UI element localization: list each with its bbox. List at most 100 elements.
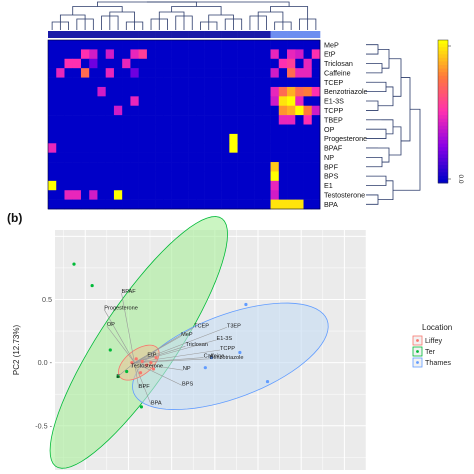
dendrogram-branch [401, 77, 411, 142]
heatmap-cell [64, 171, 74, 182]
heatmap-cell [237, 180, 247, 191]
heatmap-cell [163, 133, 172, 144]
heatmap-cell [311, 162, 321, 172]
heatmap-cell [188, 199, 197, 210]
column-group-cell [303, 31, 313, 38]
dendrogram-branch [378, 48, 390, 69]
heatmap-cell [303, 180, 313, 191]
heatmap-cell [221, 133, 230, 144]
heatmap-cell [138, 143, 148, 153]
heatmap-cell [64, 96, 74, 107]
heatmap-cell [303, 68, 313, 78]
heatmap-cell [163, 190, 172, 200]
loading-label: BPF [139, 384, 150, 390]
y-tick-label: -0.5 - [35, 421, 52, 430]
point-liffey [130, 361, 134, 365]
column-group-bar [48, 31, 321, 38]
legend-title: Location [422, 323, 452, 332]
heatmap-cell [146, 68, 156, 78]
heatmap-cell [80, 152, 90, 163]
heatmap-cell [295, 143, 304, 153]
heatmap-cell [212, 199, 222, 210]
heatmap-cell [254, 190, 263, 200]
heatmap-cell [229, 115, 238, 125]
heatmap-cell [48, 162, 57, 172]
heatmap-cell [262, 171, 271, 182]
heatmap-cell [56, 105, 65, 116]
heatmap-cell [212, 143, 222, 153]
loading-label: BPA [151, 400, 162, 406]
heatmap-cell [155, 68, 164, 78]
point-liffey [134, 357, 138, 361]
column-group-cell [56, 31, 65, 38]
heatmap-cell [270, 58, 280, 69]
heatmap-cell [311, 133, 321, 144]
loading-arrow [134, 349, 221, 363]
column-group-cell [64, 31, 74, 38]
heatmap-cell [122, 40, 131, 50]
heatmap-cell [56, 58, 65, 69]
dendrogram-branch [208, 14, 234, 22]
heatmap-cell [204, 152, 214, 163]
heatmap-cell [278, 162, 288, 172]
heatmap-cell [229, 152, 238, 163]
heatmap-cell [130, 171, 139, 182]
legend-label: Ter [425, 347, 436, 356]
heatmap-cell [303, 49, 313, 60]
heatmap-cell [72, 58, 82, 69]
heatmap-cell [72, 115, 82, 125]
heatmap-cell [64, 58, 74, 69]
heatmap-frame [47, 39, 321, 210]
heatmap-cell [56, 152, 65, 163]
column-group-cell [287, 31, 296, 38]
heatmap-cell [278, 124, 288, 135]
heatmap-cell [278, 49, 288, 60]
heatmap-cell [262, 40, 271, 50]
heatmap-cell [138, 105, 148, 116]
heatmap-cell [105, 180, 115, 191]
heatmap-cell [303, 58, 313, 69]
heatmap-cell [105, 68, 115, 78]
column-group-cell [97, 31, 106, 38]
heatmap-cell [97, 199, 106, 210]
loading-arrow [134, 362, 183, 371]
dendrogram-branch [158, 11, 185, 19]
heatmap-cell [245, 115, 255, 125]
heatmap-cells [47, 39, 321, 210]
heatmap-cell [237, 96, 247, 107]
heatmap-cell [130, 105, 139, 116]
heatmap-cell [89, 86, 98, 97]
heatmap-cell [113, 180, 123, 191]
heatmap-cell [80, 143, 90, 153]
colorbar-step [438, 168, 448, 173]
heatmap-cell [221, 115, 230, 125]
heatmap-cell [278, 190, 288, 200]
heatmap-cell [295, 77, 304, 88]
colorbar-step [438, 150, 448, 155]
heatmap-cell [80, 124, 90, 135]
heatmap-cell [212, 68, 222, 78]
heatmap-cell [122, 86, 131, 97]
panel-b-label: (b) [7, 211, 22, 225]
heatmap-cell [204, 162, 214, 172]
heatmap-cell [80, 133, 90, 144]
heatmap-cell [89, 105, 98, 116]
heatmap-cell [130, 68, 139, 78]
heatmap-cell [229, 180, 238, 191]
heatmap-cell [179, 199, 189, 210]
heatmap-cell [171, 115, 181, 125]
heatmap-cell [303, 40, 313, 50]
heatmap-cell [122, 58, 131, 69]
heatmap-cell [138, 68, 148, 78]
heatmap-cell [287, 58, 296, 69]
heatmap-row-label: BPA [324, 200, 338, 209]
heatmap-cell [72, 133, 82, 144]
heatmap-cell [122, 105, 131, 116]
heatmap-cell [270, 133, 280, 144]
colorbar-step [438, 54, 448, 59]
colorbar-step [438, 75, 448, 80]
heatmap-cell [303, 190, 313, 200]
heatmap-cell [221, 49, 230, 60]
heatmap-cell [245, 180, 255, 191]
heatmap-cell [254, 77, 263, 88]
